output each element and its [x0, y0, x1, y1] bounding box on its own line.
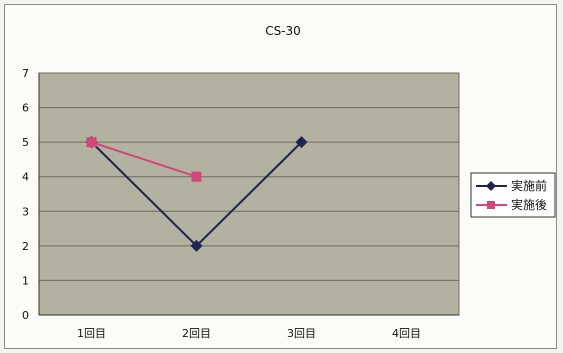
x-axis: 1回目 2回目 3回目 4回目 — [39, 315, 459, 340]
y-tick-label: 3 — [22, 205, 29, 218]
x-tick-label: 3回目 — [287, 327, 316, 340]
y-tick-label: 7 — [22, 67, 29, 80]
legend-marker — [487, 201, 495, 209]
y-tick-label: 2 — [22, 240, 29, 253]
y-tick-label: 5 — [22, 136, 29, 149]
y-tick-label: 4 — [22, 171, 29, 184]
y-axis: 0 1 2 3 4 5 6 7 — [22, 67, 39, 322]
x-tick-label: 1回目 — [77, 327, 106, 340]
chart-frame: CS-30 0 1 2 3 4 5 6 7 1回目 2回目 3回目 4回目 実施前実施後 — [4, 4, 557, 349]
x-tick-label: 2回目 — [182, 327, 211, 340]
data-point — [192, 172, 202, 182]
x-tick-label: 4回目 — [392, 327, 421, 340]
legend-label: 実施後 — [511, 197, 547, 212]
y-tick-label: 0 — [22, 309, 29, 322]
chart-title: CS-30 — [265, 24, 301, 38]
data-point — [87, 137, 97, 147]
legend-label: 実施前 — [511, 178, 547, 193]
y-tick-label: 6 — [22, 102, 29, 115]
y-tick-label: 1 — [22, 274, 29, 287]
